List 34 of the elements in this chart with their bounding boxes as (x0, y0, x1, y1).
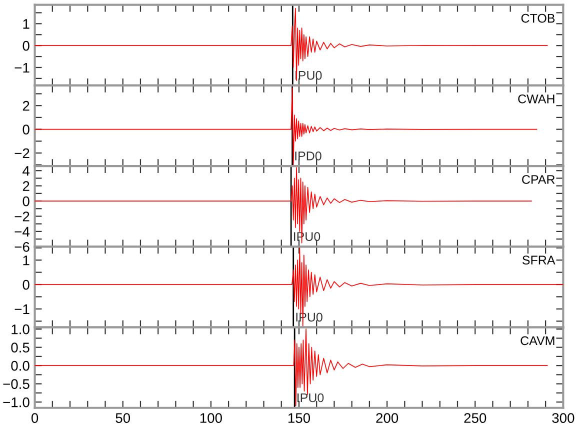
y-tick-label: −2 (14, 212, 30, 222)
x-tick-label: 250 (464, 413, 486, 423)
y-tick-label: 2 (22, 181, 30, 191)
x-tick-label: 300 (552, 413, 574, 423)
y-tick-label: 0 (22, 124, 30, 134)
y-tick-label: 0 (22, 196, 30, 206)
y-tick-label: 2 (22, 100, 30, 111)
y-tick-label: −6 (14, 242, 30, 252)
y-tick-label: −1 (14, 304, 30, 314)
y-tick-label: 0.0 (11, 360, 30, 371)
x-tick-label: 50 (116, 413, 130, 423)
y-tick-label: 0.5 (11, 342, 30, 352)
x-tick-label: 100 (200, 413, 222, 423)
y-tick-label: 1 (23, 256, 30, 266)
y-tick-label: 0 (22, 280, 30, 290)
annotation: CAVM (520, 336, 554, 346)
annotation: CWAH (518, 94, 554, 104)
y-tick-label: 0 (22, 40, 30, 51)
x-tick-label: 200 (376, 413, 398, 423)
y-tick-label: −0.5 (3, 379, 30, 389)
y-tick-label: 4 (22, 166, 30, 176)
x-tick-label: 0 (31, 413, 38, 423)
y-tick-label: 1.0 (12, 324, 30, 334)
x-tick-label: 150 (288, 413, 310, 423)
y-tick-label: −1.0 (3, 397, 30, 408)
y-tick-label: −4 (14, 226, 30, 236)
annotation: CTOB (521, 14, 555, 23)
annotation: SFRA (522, 256, 556, 265)
ref-line-label: IPD0 (295, 152, 322, 160)
annotation: CPAR (522, 175, 555, 184)
ref-line-label: IPU0 (298, 393, 324, 402)
y-tick-label: −2 (14, 148, 30, 158)
y-tick-label: −1 (14, 62, 30, 73)
y-tick-label: 1 (23, 19, 30, 29)
